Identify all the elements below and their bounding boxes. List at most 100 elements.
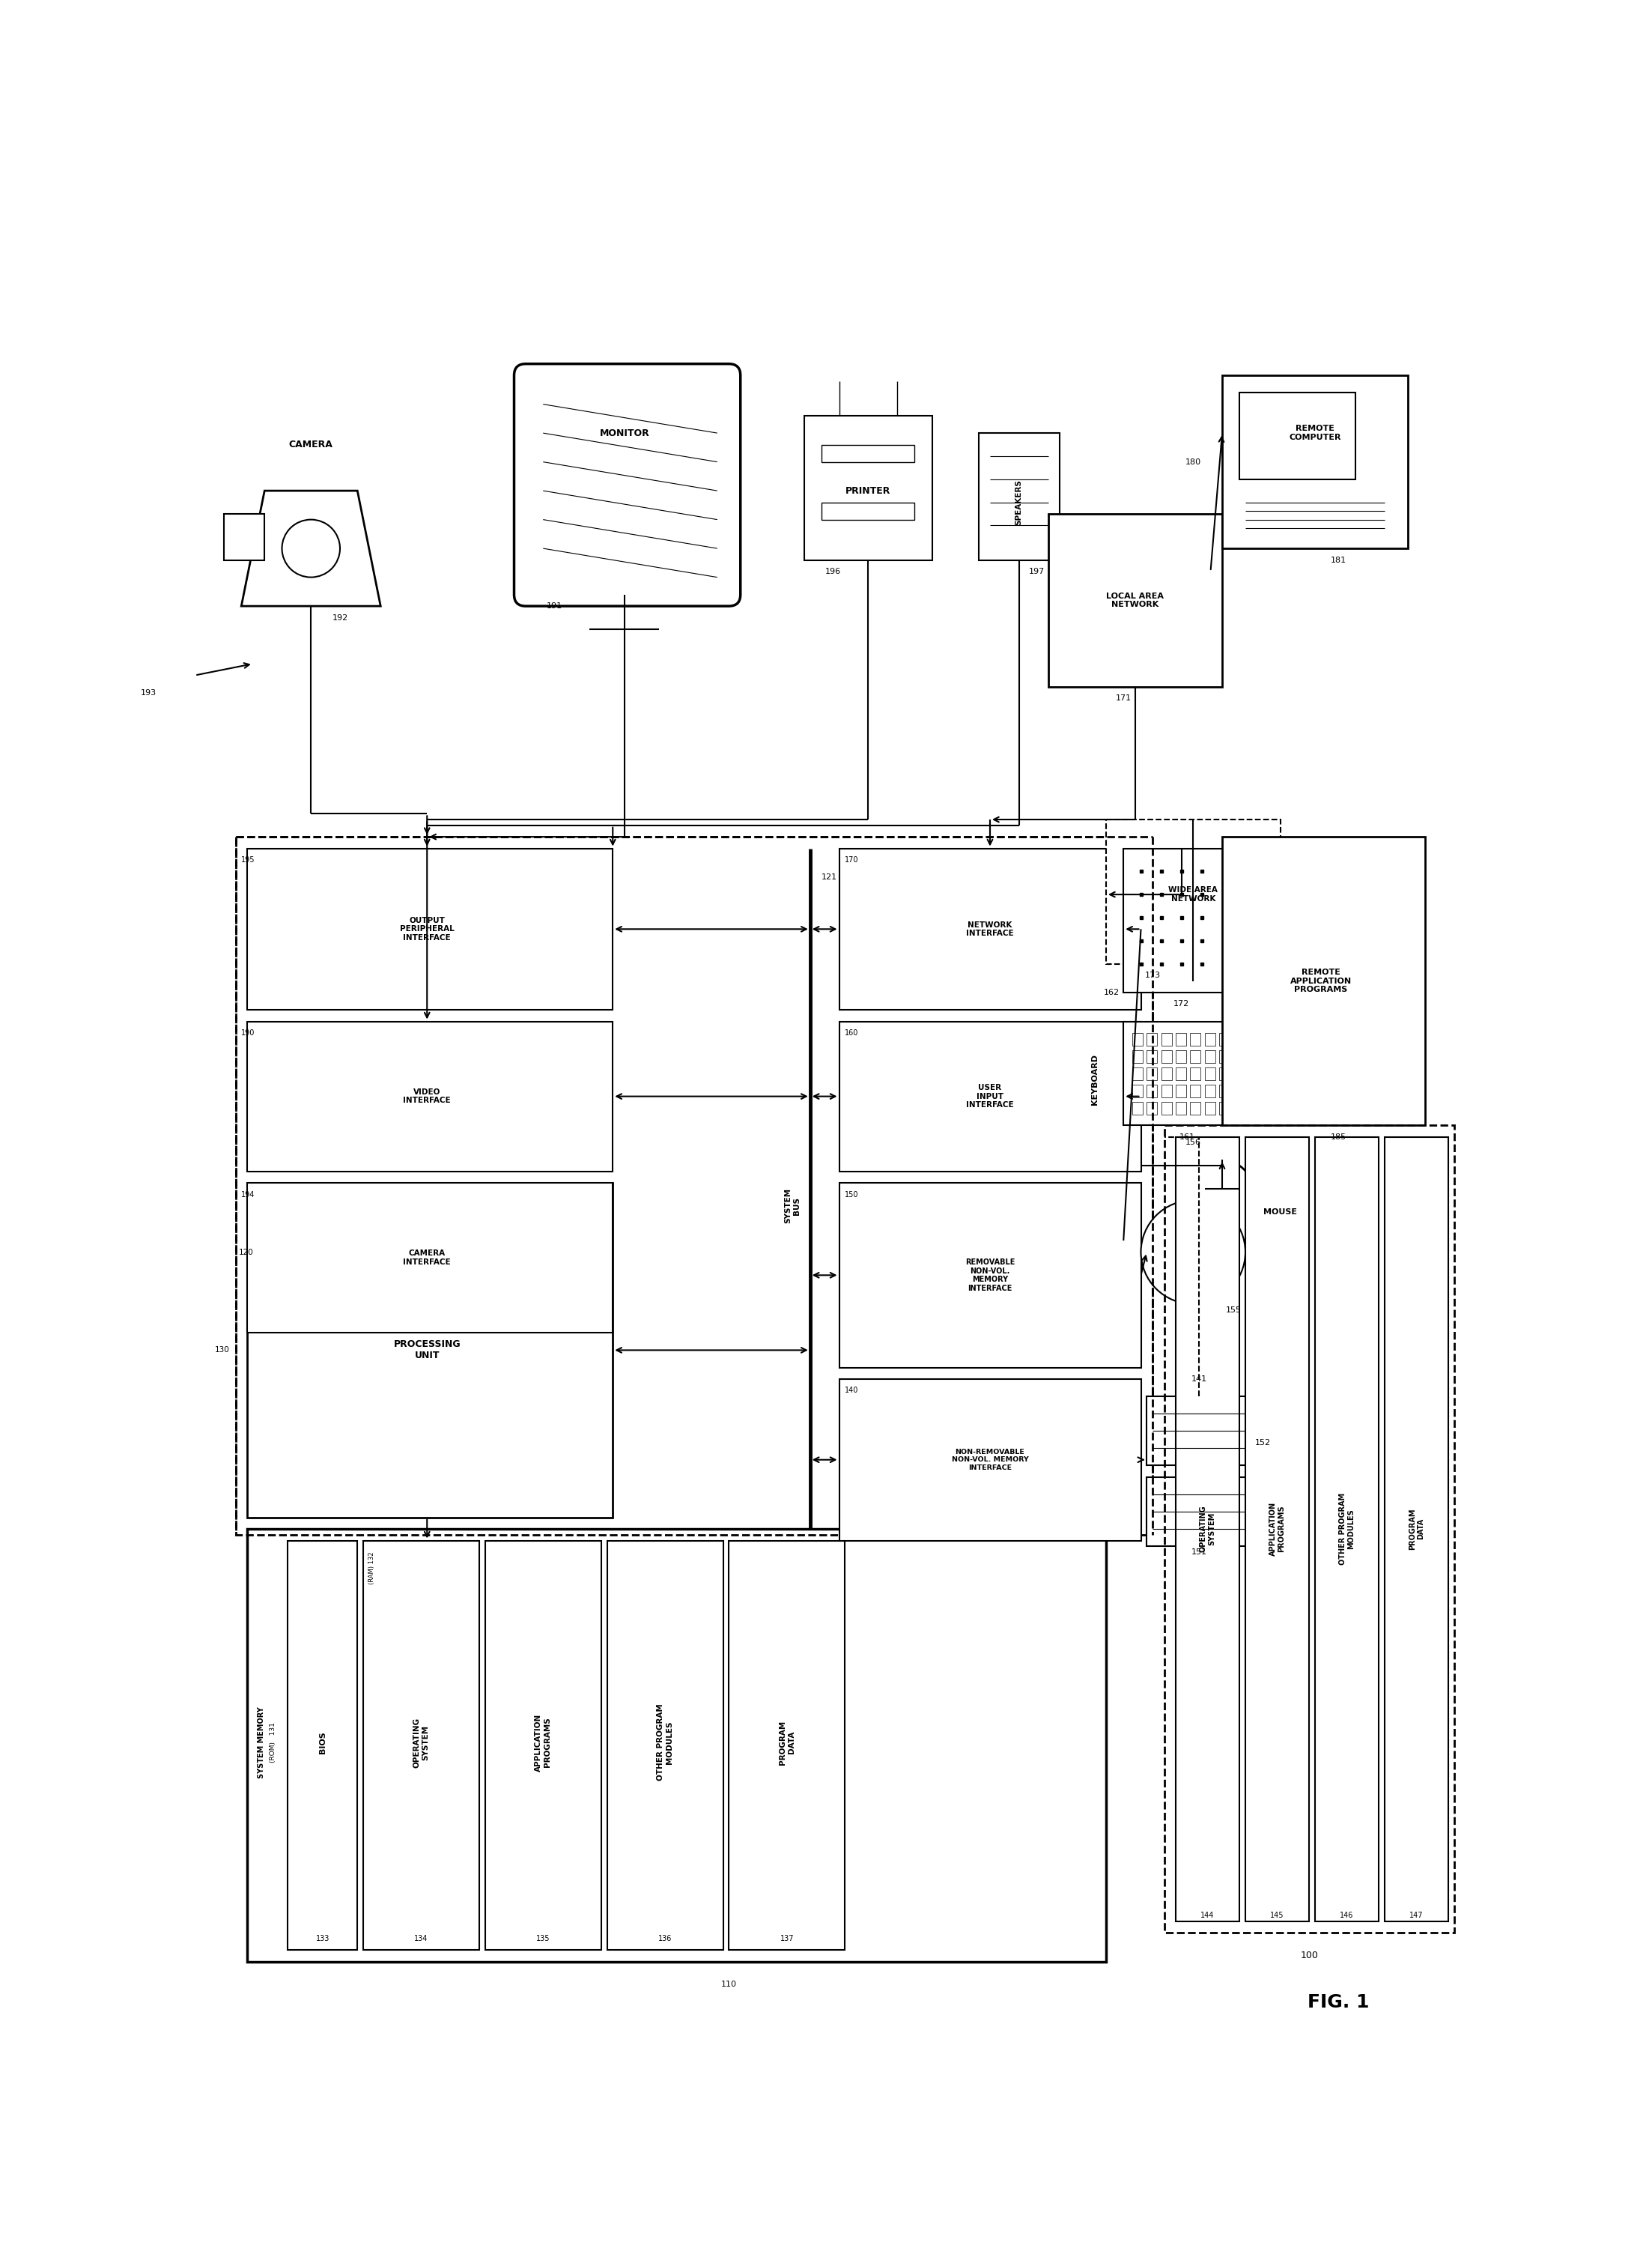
Text: 162: 162 <box>1104 989 1120 996</box>
Bar <box>1189 1084 1201 1098</box>
Bar <box>1219 1068 1229 1079</box>
Bar <box>1132 1032 1143 1046</box>
Text: OPERATING
SYSTEM: OPERATING SYSTEM <box>1199 1505 1216 1552</box>
Bar <box>1189 1032 1201 1046</box>
Bar <box>1234 1068 1244 1079</box>
Bar <box>1161 1102 1171 1116</box>
Text: 194: 194 <box>241 1190 254 1197</box>
Text: LOCAL AREA
NETWORK: LOCAL AREA NETWORK <box>1107 593 1165 609</box>
Bar <box>978 432 1059 559</box>
Bar <box>1132 1050 1143 1064</box>
Text: 170: 170 <box>844 855 859 864</box>
Text: SYSTEM
BUS: SYSTEM BUS <box>785 1188 801 1224</box>
Bar <box>821 502 915 520</box>
Bar <box>1204 1068 1216 1079</box>
Bar <box>1161 1032 1171 1046</box>
Bar <box>839 849 1142 1009</box>
Bar <box>248 1021 613 1172</box>
Text: 133: 133 <box>316 1935 329 1942</box>
Text: 150: 150 <box>844 1190 859 1197</box>
Bar <box>1176 1068 1186 1079</box>
Text: PROCESSING
UNIT: PROCESSING UNIT <box>393 1340 461 1360</box>
Bar <box>606 1541 724 1951</box>
Bar <box>1146 1032 1156 1046</box>
Text: 180: 180 <box>1184 457 1201 466</box>
Circle shape <box>282 520 340 577</box>
Bar <box>1219 1084 1229 1098</box>
Text: CAMERA: CAMERA <box>289 439 334 450</box>
Text: 161: 161 <box>1180 1134 1194 1141</box>
Bar <box>1176 1102 1186 1116</box>
Bar <box>1176 1136 1239 1921</box>
Bar <box>1132 1084 1143 1098</box>
Text: 181: 181 <box>1330 557 1346 563</box>
Bar <box>225 514 264 559</box>
Bar <box>1107 819 1280 964</box>
Bar <box>1234 1084 1244 1098</box>
Text: WIDE AREA
NETWORK: WIDE AREA NETWORK <box>1168 887 1218 903</box>
Text: 196: 196 <box>826 568 841 575</box>
Text: 141: 141 <box>1191 1376 1208 1383</box>
Bar <box>248 849 613 1009</box>
Bar <box>1146 1068 1156 1079</box>
Bar <box>1123 1021 1251 1125</box>
Bar <box>1219 1050 1229 1064</box>
FancyBboxPatch shape <box>514 364 740 606</box>
Bar <box>1132 1068 1143 1079</box>
Bar <box>821 444 915 462</box>
Text: 145: 145 <box>1270 1912 1284 1919</box>
Text: PROGRAM
DATA: PROGRAM DATA <box>1409 1507 1424 1550</box>
Bar <box>839 1021 1142 1172</box>
Bar <box>1204 1032 1216 1046</box>
Bar <box>729 1541 844 1951</box>
Text: 147: 147 <box>1409 1912 1424 1919</box>
Text: 100: 100 <box>1300 1951 1318 1960</box>
Bar <box>1047 514 1222 688</box>
Bar <box>287 1541 357 1951</box>
Bar <box>1246 1136 1308 1921</box>
Text: (RAM) 132: (RAM) 132 <box>368 1552 375 1584</box>
Text: 171: 171 <box>1115 695 1132 702</box>
Text: VIDEO
INTERFACE: VIDEO INTERFACE <box>403 1089 451 1104</box>
Text: 120: 120 <box>238 1249 253 1256</box>
Bar <box>1234 1102 1244 1116</box>
Text: 155: 155 <box>1226 1306 1242 1313</box>
Text: 195: 195 <box>241 855 254 864</box>
Bar <box>363 1541 479 1951</box>
Text: 156: 156 <box>1184 1138 1201 1147</box>
Text: REMOTE
APPLICATION
PROGRAMS: REMOTE APPLICATION PROGRAMS <box>1290 969 1351 993</box>
Text: 192: 192 <box>332 613 349 622</box>
Text: 152: 152 <box>1256 1439 1270 1446</box>
Bar <box>1239 394 1356 480</box>
Text: 191: 191 <box>547 602 563 609</box>
Bar <box>486 1541 601 1951</box>
Text: SPEAKERS: SPEAKERS <box>1016 480 1023 525</box>
Bar <box>1165 1125 1454 1933</box>
Bar <box>1161 1068 1171 1079</box>
Bar <box>1189 1050 1201 1064</box>
Bar <box>1234 1032 1244 1046</box>
Bar <box>839 1184 1142 1367</box>
Text: 172: 172 <box>1173 1000 1189 1007</box>
Text: 197: 197 <box>1029 568 1044 575</box>
Bar <box>1222 376 1408 548</box>
Bar <box>1132 1102 1143 1116</box>
Text: OPERATING
SYSTEM: OPERATING SYSTEM <box>413 1718 430 1767</box>
Text: NETWORK
INTERFACE: NETWORK INTERFACE <box>966 921 1014 937</box>
Bar <box>1234 1050 1244 1064</box>
Bar <box>1123 849 1239 993</box>
Bar <box>248 1530 1107 1962</box>
Bar <box>1176 1050 1186 1064</box>
Text: 110: 110 <box>720 1980 737 1989</box>
Text: 140: 140 <box>844 1387 859 1394</box>
Text: MONITOR: MONITOR <box>600 428 649 439</box>
Text: KEYBOARD: KEYBOARD <box>1090 1055 1099 1104</box>
Text: BIOS: BIOS <box>319 1731 327 1754</box>
Circle shape <box>1142 1199 1246 1303</box>
Text: 190: 190 <box>241 1030 254 1036</box>
Text: 135: 135 <box>537 1935 550 1942</box>
Bar <box>1204 1102 1216 1116</box>
Bar <box>1146 1478 1251 1546</box>
Bar <box>1219 1032 1229 1046</box>
Bar <box>248 1184 613 1518</box>
